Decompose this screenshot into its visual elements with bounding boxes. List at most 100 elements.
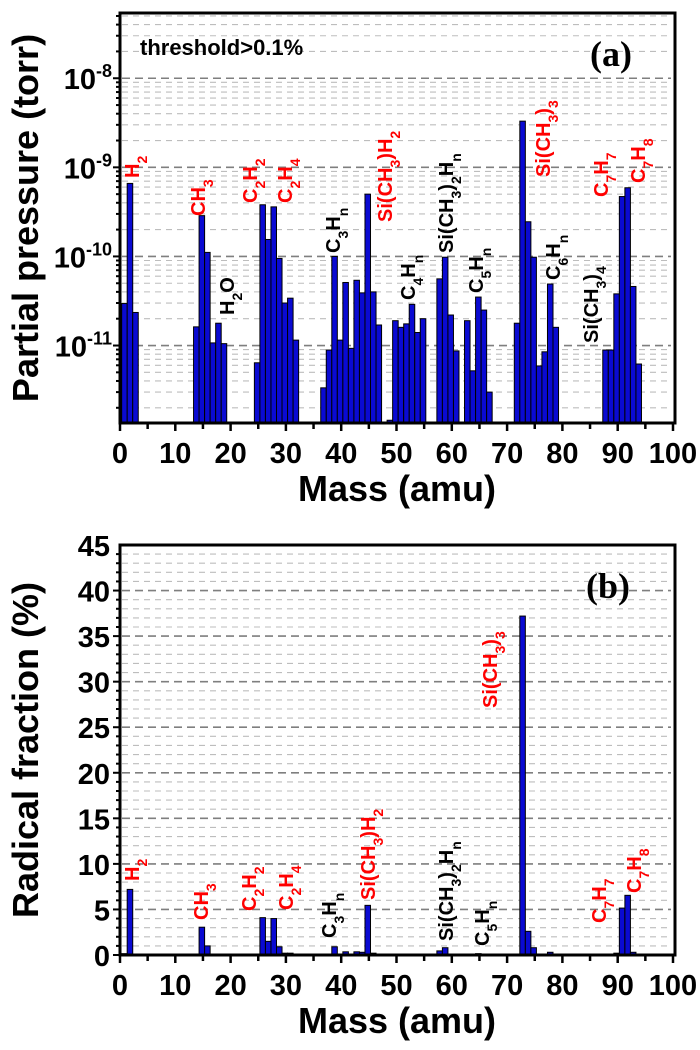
bar [530,256,537,424]
species-label: C2H2 [239,866,267,911]
species-label: C3Hn [323,208,351,253]
bar [475,296,482,424]
bar [126,182,134,424]
x-tick-label: 40 [325,970,357,1002]
y-axis-title-a: Partial pressure (torr) [5,34,46,402]
x-tick-label: 90 [602,438,634,470]
species-label: C2H2 [240,158,268,203]
y-tick-label: 10-10 [54,239,112,274]
bar [403,323,410,424]
x-tick-label: 0 [112,970,128,1002]
species-label: Si(CH3)4 [581,266,609,343]
bar [292,339,300,424]
bar [469,370,477,424]
bar [320,387,327,424]
bar [132,311,139,424]
bar [624,187,631,424]
x-axis-title-b: Mass (amu) [298,1000,496,1041]
species-label: Si(CH3)2Hn [436,841,464,941]
bar [524,930,532,956]
species-label: C5Hn [472,901,500,946]
y-tick-label: 10 [78,850,110,882]
bar [513,322,521,424]
bar [419,318,427,424]
x-tick-label: 100 [649,970,697,1002]
bar [287,297,294,424]
bar [397,326,405,424]
bar [392,320,399,424]
bar [436,278,443,424]
y-tick-label: 15 [78,804,110,836]
x-tick-label: 50 [380,438,412,470]
bar [519,120,526,424]
species-label: H2 [122,859,150,881]
species-label: C7H7 [589,878,617,923]
x-tick-label: 80 [546,970,578,1002]
x-tick-label: 60 [436,970,468,1002]
x-tick-label: 30 [270,970,302,1002]
species-label: Si(CH3)3 [533,100,561,177]
bar [524,221,532,424]
x-tick-label: 20 [214,438,246,470]
bar [519,615,526,956]
species-label: C3Hn [319,893,347,938]
bar [375,324,383,424]
bar [270,206,277,424]
bar [464,320,471,424]
species-label: C2H4 [276,865,304,910]
species-label: CH3 [191,883,219,920]
x-tick-label: 10 [159,438,191,470]
bar [408,303,416,424]
bar [546,283,554,424]
chart-partial-pressure: 0 10 20 30 40 50 60 70 80 90 100 10-8 10-9 10-10 10-11… [5,11,697,509]
bar [613,293,620,424]
species-label: C4Hn [398,255,426,300]
y-tick-label: 5 [94,895,110,927]
bar [624,894,631,956]
panel-label-b: (b) [586,566,630,606]
bar [353,279,360,424]
bar [336,339,344,424]
species-label: CH3 [188,179,216,216]
bar [618,907,626,956]
bar [358,292,366,424]
y-tick-label: 40 [78,577,110,609]
x-tick-label: 70 [491,438,523,470]
bar [486,391,493,424]
bar [347,347,355,424]
y-tick-label: 30 [78,668,110,700]
species-label: C7H7 [591,152,619,197]
bar [535,365,543,424]
x-tick-label: 40 [325,438,357,470]
x-tick-label: 0 [112,438,128,470]
bar [607,349,615,424]
x-tick-label: 80 [546,438,578,470]
species-label: C2H4 [275,158,303,203]
y-tick-label: 25 [78,713,110,745]
x-axis-title-a: Mass (amu) [298,468,496,509]
species-label: Si(CH3)H2 [358,809,386,900]
x-tick-label: 50 [380,970,412,1002]
species-label: C7H8 [628,138,656,183]
bar [452,350,460,424]
bar [552,326,560,424]
y-tick-label: 10-8 [64,61,112,96]
species-label: Si(CH3)H2 [375,131,403,222]
y-tick-label: 0 [94,941,110,973]
bar [193,326,200,424]
bar [364,904,372,956]
bar [629,285,637,424]
species-label: Si(CH3)3 [480,631,508,708]
bar [253,362,261,424]
species-label: C5Hn [466,248,494,293]
bar [209,342,217,424]
x-tick-label: 70 [491,970,523,1002]
bar [480,309,488,424]
threshold-annotation: threshold>0.1% [140,35,303,60]
y-tick-label: 20 [78,759,110,791]
bar [121,303,128,424]
bar [259,917,266,956]
bar [259,204,266,424]
y-tick-label: 35 [78,622,110,654]
